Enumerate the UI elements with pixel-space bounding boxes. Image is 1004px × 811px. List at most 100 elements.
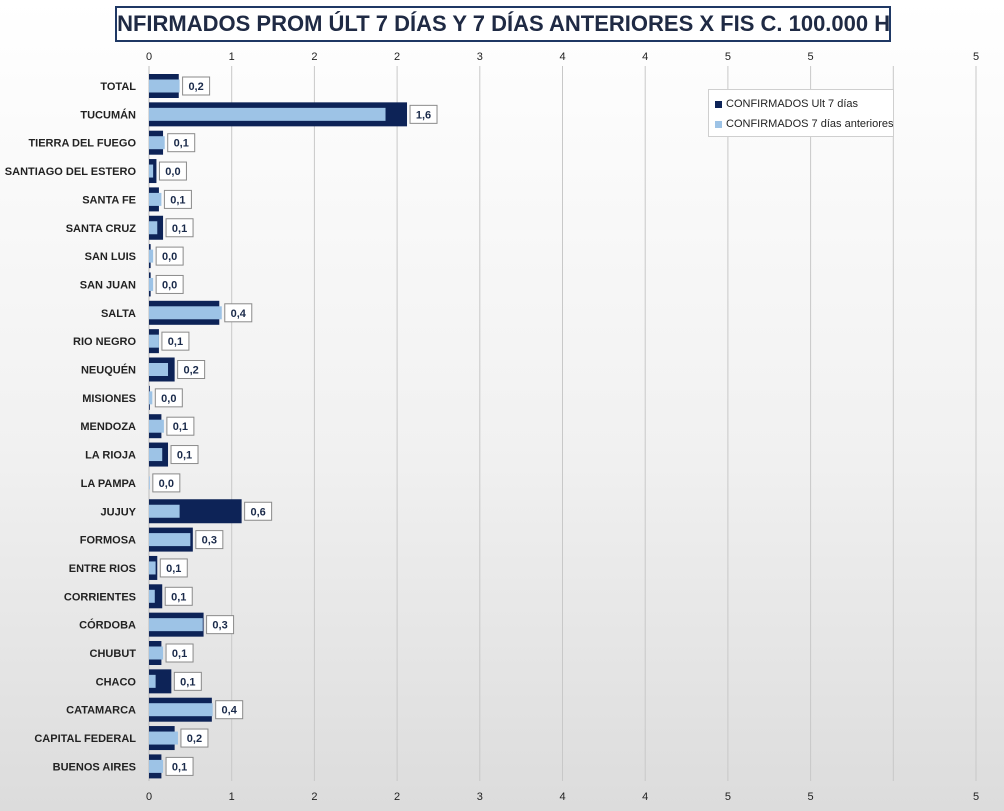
data-label-box-13 [170,445,199,465]
category-label-22: CATAMARCA [66,705,136,717]
data-label-box-8 [224,303,253,323]
bar-7-dias-anteriores-18 [149,589,155,603]
x-tick-label-top-6: 4 [642,51,648,63]
bar-7-dias-anteriores-22 [149,703,213,717]
chart-title: CONFIRMADOS PROM ÚLT 7 DÍAS Y 7 DÍAS ANT… [115,6,891,42]
legend-swatch-ult-7-dias [715,100,722,108]
data-label-box-11 [154,388,183,408]
data-label-2: 0,1 [174,138,189,150]
data-label-box-9 [161,331,190,351]
category-label-10: NEUQUÉN [81,364,136,377]
category-label-0: TOTAL [100,81,136,93]
category-label-9: RIO NEGRO [73,336,136,348]
bar-7-dias-anteriores-9 [149,334,159,348]
x-tick-label-top-1: 1 [229,51,235,63]
legend-item-7-dias-anteriores: CONFIRMADOS 7 días anteriores [715,114,894,134]
data-label-24: 0,1 [172,761,187,773]
data-label-20: 0,1 [172,648,187,660]
bar-7-dias-anteriores-10 [149,363,169,376]
x-tick-label-bottom-4: 3 [477,791,483,803]
x-tick-label-top-2: 2 [311,51,317,63]
bar-7-dias-anteriores-7 [149,277,154,291]
legend-label-7-dias-anteriores: CONFIRMADOS 7 días anteriores [726,118,894,130]
data-label-box-16 [195,530,224,550]
category-label-1: TUCUMÁN [80,108,136,121]
data-label-box-5 [165,218,194,238]
data-label-box-3 [158,161,187,181]
bar-7-dias-anteriores-5 [149,221,158,235]
bar-7-dias-anteriores-14 [149,476,150,490]
data-label-10: 0,2 [183,365,198,377]
bar-7-dias-anteriores-15 [149,504,180,518]
data-label-6: 0,0 [162,251,177,263]
category-label-16: FORMOSA [80,535,136,547]
data-label-box-15 [244,501,273,521]
data-label-19: 0,3 [212,620,227,632]
data-label-16: 0,3 [202,535,217,547]
category-label-13: LA RIOJA [85,450,136,462]
x-tick-label-top-7: 5 [725,51,731,63]
category-label-8: SALTA [101,308,136,320]
category-label-23: CAPITAL FEDERAL [34,733,136,745]
data-label-box-0 [182,76,211,96]
x-tick-label-top-8: 5 [808,51,814,63]
category-label-14: LA PAMPA [81,478,136,490]
data-label-box-14 [152,473,181,493]
bar-7-dias-anteriores-19 [149,618,203,632]
x-tick-label-bottom-1: 1 [229,791,235,803]
x-tick-label-top-3: 2 [394,51,400,63]
data-label-21: 0,1 [180,676,195,688]
category-label-15: JUJUY [101,506,137,518]
category-label-3: SANTIAGO DEL ESTERO [5,166,137,178]
data-label-7: 0,0 [162,279,177,291]
data-label-box-6 [155,246,184,266]
data-label-box-10 [177,360,206,379]
bar-7-dias-anteriores-23 [149,731,178,745]
legend-label-ult-7-dias: CONFIRMADOS Ult 7 días [726,98,859,110]
category-label-20: CHUBUT [90,648,137,660]
data-label-box-4 [163,189,192,209]
x-tick-label-bottom-3: 2 [394,791,400,803]
data-label-3: 0,0 [165,166,180,178]
category-label-11: MISIONES [82,393,136,405]
bar-7-dias-anteriores-0 [149,79,180,93]
data-label-box-24 [165,756,194,776]
category-label-18: CORRIENTES [64,591,136,603]
data-label-12: 0,1 [173,421,188,433]
data-label-box-12 [166,416,195,436]
bar-7-dias-anteriores-16 [149,533,191,547]
x-tick-label-top-0: 0 [146,51,152,63]
bar-7-dias-anteriores-6 [149,249,154,263]
x-tick-label-bottom-7: 5 [725,791,731,803]
bar-7-dias-anteriores-21 [149,674,156,688]
category-label-2: TIERRA DEL FUEGO [28,138,136,150]
data-label-13: 0,1 [177,450,192,462]
x-tick-label-top-10: 5 [973,51,979,63]
data-label-14: 0,0 [159,478,174,490]
category-label-19: CÓRDOBA [79,619,136,632]
legend-swatch-7-dias-anteriores [715,120,722,128]
bar-7-dias-anteriores-2 [149,136,165,150]
data-label-box-2 [167,133,196,153]
x-tick-label-bottom-10: 5 [973,791,979,803]
legend: CONFIRMADOS Ult 7 días CONFIRMADOS 7 día… [708,89,894,137]
data-label-22: 0,4 [222,705,238,717]
data-label-23: 0,2 [187,733,202,745]
data-label-11: 0,0 [161,393,176,405]
data-label-5: 0,1 [172,223,187,235]
data-label-18: 0,1 [171,591,186,603]
x-tick-label-bottom-6: 4 [642,791,648,803]
data-label-box-18 [164,586,193,606]
bar-7-dias-anteriores-12 [149,419,164,433]
x-tick-label-bottom-0: 0 [146,791,152,803]
category-label-17: ENTRE RIOS [69,563,136,575]
category-label-21: CHACO [96,676,137,688]
data-label-4: 0,1 [170,194,185,206]
category-label-7: SAN JUAN [80,279,136,291]
bar-7-dias-anteriores-13 [149,448,163,462]
data-label-box-22 [215,700,244,720]
legend-item-ult-7-dias: CONFIRMADOS Ult 7 días [715,94,887,114]
category-label-12: MENDOZA [80,421,136,433]
